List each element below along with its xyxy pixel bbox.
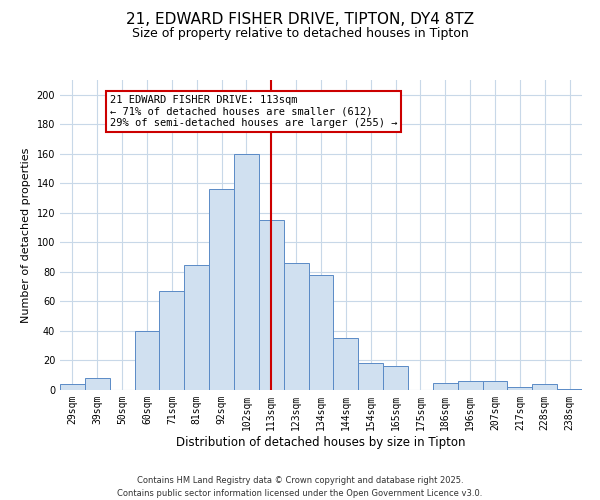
Bar bbox=[134, 331, 160, 390]
Bar bbox=[458, 381, 482, 390]
Text: Contains HM Land Registry data © Crown copyright and database right 2025.
Contai: Contains HM Land Registry data © Crown c… bbox=[118, 476, 482, 498]
Bar bbox=[508, 387, 532, 390]
X-axis label: Distribution of detached houses by size in Tipton: Distribution of detached houses by size … bbox=[176, 436, 466, 448]
Text: 21, EDWARD FISHER DRIVE, TIPTON, DY4 8TZ: 21, EDWARD FISHER DRIVE, TIPTON, DY4 8TZ bbox=[126, 12, 474, 28]
Bar bbox=[259, 220, 284, 390]
Bar bbox=[234, 154, 259, 390]
Bar bbox=[209, 189, 234, 390]
Bar bbox=[160, 291, 184, 390]
Bar bbox=[334, 338, 358, 390]
Bar bbox=[557, 388, 582, 390]
Bar bbox=[85, 378, 110, 390]
Text: Size of property relative to detached houses in Tipton: Size of property relative to detached ho… bbox=[131, 28, 469, 40]
Y-axis label: Number of detached properties: Number of detached properties bbox=[21, 148, 31, 322]
Bar bbox=[184, 264, 209, 390]
Bar bbox=[308, 275, 334, 390]
Bar bbox=[284, 263, 308, 390]
Bar bbox=[433, 382, 458, 390]
Bar bbox=[532, 384, 557, 390]
Bar bbox=[482, 381, 508, 390]
Bar bbox=[383, 366, 408, 390]
Bar bbox=[358, 364, 383, 390]
Text: 21 EDWARD FISHER DRIVE: 113sqm
← 71% of detached houses are smaller (612)
29% of: 21 EDWARD FISHER DRIVE: 113sqm ← 71% of … bbox=[110, 95, 397, 128]
Bar bbox=[60, 384, 85, 390]
